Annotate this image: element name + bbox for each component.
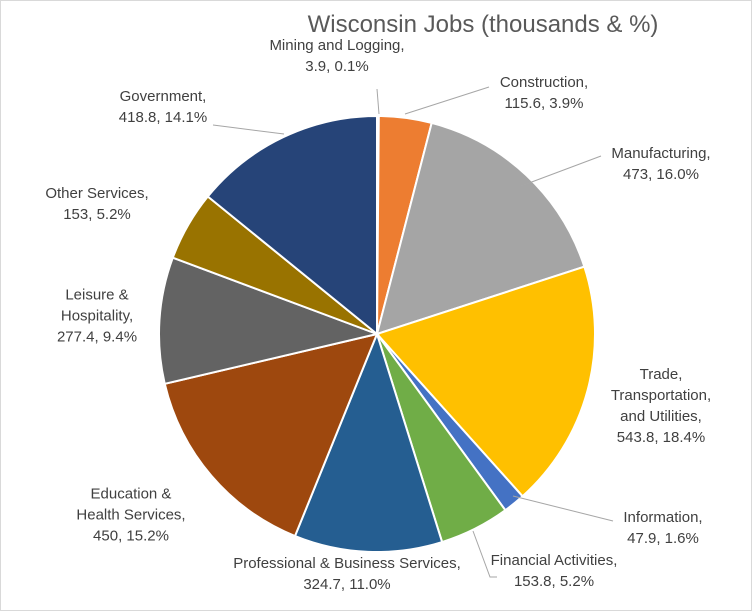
data-label: Trade, Transportation, and Utilities, 54… (601, 364, 721, 448)
value-label: 115.6, 3.9% (504, 95, 584, 112)
data-label: Other Services, 153, 5.2% (32, 183, 162, 225)
value-label: 153, 5.2% (63, 206, 131, 223)
value-label: 543.8, 18.4% (616, 429, 706, 446)
value-label: 277.4, 9.4% (56, 328, 138, 346)
leader-line (376, 88, 380, 115)
category-label: Mining and Logging, (269, 37, 405, 54)
category-label: Professional & Business Services, (233, 555, 461, 572)
value-label: 3.9, 0.1% (305, 58, 369, 75)
category-label: Government, (119, 88, 207, 105)
leader-line (520, 155, 602, 187)
leader-line (472, 530, 497, 578)
value-label: 153.8, 5.2% (513, 573, 595, 590)
leader-line (512, 495, 614, 522)
data-label: Mining and Logging, 3.9, 0.1% (262, 35, 412, 77)
category-label: Leisure & Hospitality, (60, 286, 134, 325)
pie-slice (293, 331, 444, 553)
data-label: Construction, 115.6, 3.9% (484, 72, 604, 114)
value-label: 418.8, 14.1% (118, 109, 208, 126)
value-label: 47.9, 1.6% (627, 530, 699, 547)
value-label: 473, 16.0% (623, 166, 699, 183)
data-label: Manufacturing, 473, 16.0% (596, 143, 726, 185)
data-label: Professional & Business Services, 324.7,… (216, 553, 478, 595)
leader-line (212, 124, 285, 135)
category-label: Financial Activities, (490, 552, 618, 569)
pie-slice (375, 121, 586, 336)
pie-slice (206, 114, 378, 337)
data-label: Government, 418.8, 14.1% (98, 86, 228, 128)
data-label: Financial Activities, 153.8, 5.2% (489, 550, 619, 592)
chart-title: Wisconsin Jobs (thousands & %) (307, 11, 659, 38)
data-label: Education & Health Services, 450, 15.2% (69, 484, 194, 547)
value-label: 450, 15.2% (93, 527, 169, 545)
pie-slice (375, 265, 596, 498)
category-label: Education & Health Services, (76, 485, 186, 524)
category-label: Information, (623, 509, 703, 526)
category-label: Construction, (499, 74, 589, 91)
category-label: Manufacturing, (611, 145, 711, 162)
data-label: Leisure & Hospitality, 277.4, 9.4% (47, 285, 147, 348)
category-label: Trade, Transportation, and Utilities, (610, 366, 712, 425)
leader-line (404, 86, 490, 115)
data-label: Information, 47.9, 1.6% (608, 507, 718, 549)
value-label: 324.7, 11.0% (303, 576, 391, 593)
pie-slice (158, 256, 381, 386)
category-label: Other Services, (45, 185, 149, 202)
pie-slice (163, 332, 379, 538)
